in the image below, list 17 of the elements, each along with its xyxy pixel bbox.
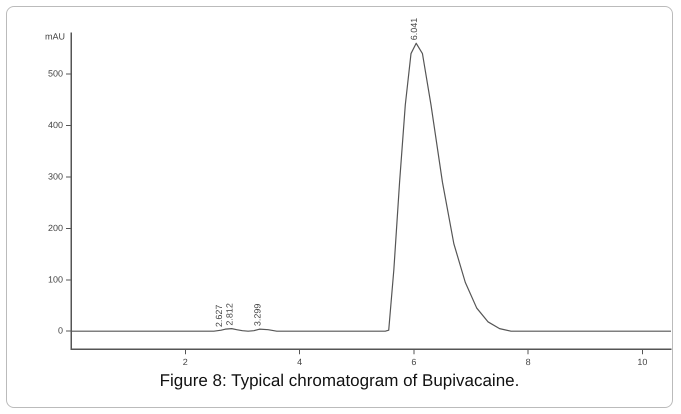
y-tick-label: 400: [48, 120, 64, 130]
x-tick-label: 6: [411, 357, 416, 368]
x-tick-label: 10: [637, 357, 648, 368]
annotation: 3.299: [252, 304, 263, 326]
annotation: 2.627: [214, 304, 224, 328]
y-tick-label: 500: [48, 68, 64, 79]
annotation: 2.812: [224, 303, 235, 326]
text: Figure 8: Typical chromatogram of Bupivacaine.: [158, 371, 520, 391]
x-tick-label: 2: [182, 357, 188, 368]
x-tick-label: 4: [297, 357, 302, 368]
y-tick-label: 200: [48, 222, 64, 233]
x-tick-label: 8: [526, 357, 531, 368]
y-tick-label: 300: [48, 171, 64, 182]
annotation: 6.041: [409, 18, 420, 40]
y-tick-label: 100: [48, 274, 64, 284]
y-axis-title: mAU: [45, 31, 66, 42]
y-tick-label: 0: [58, 326, 64, 336]
